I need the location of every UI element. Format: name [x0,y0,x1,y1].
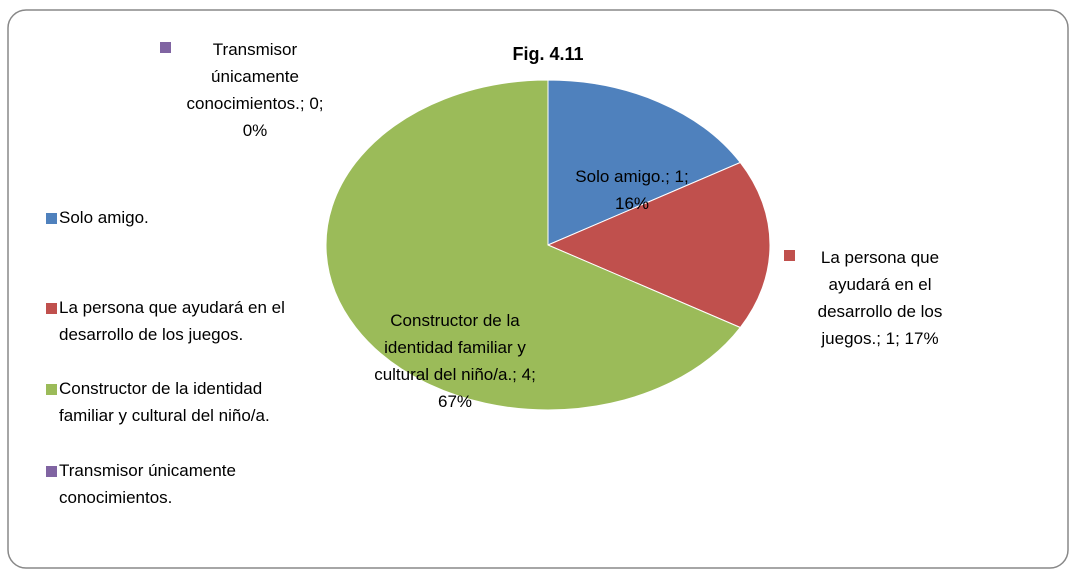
legend-key [46,466,57,477]
pie-slice [547,79,742,246]
data-label: La persona que ayudará en el desarrollo … [817,248,943,348]
data-label: Constructor de la identidad familiar y c… [374,311,536,411]
data-label: Solo amigo.; 1; 16% [575,167,689,213]
legend-key [46,213,57,224]
pie-slice [546,161,771,329]
data-label: Transmisor únicamente conocimientos.; 0;… [186,40,324,140]
legend-key [46,303,57,314]
legend-label: Constructor de la identidad familiar y c… [59,379,270,425]
chart-title: Fig. 4.11 [512,44,584,64]
data-label-key [784,250,795,261]
data-label-key [160,42,171,53]
pie-slice [325,79,742,411]
legend-label: Solo amigo. [59,208,149,227]
legend-label: Transmisor únicamente conocimientos. [59,461,236,507]
legend-label: La persona que ayudará en el desarrollo … [59,298,285,344]
legend-key [46,384,57,395]
